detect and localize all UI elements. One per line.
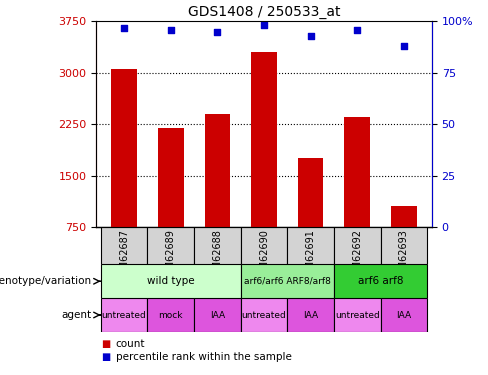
Point [167,27,175,33]
Bar [194,298,241,332]
Text: arf6/arf6 ARF8/arf8: arf6/arf6 ARF8/arf8 [244,277,331,286]
Text: ■: ■ [101,339,110,349]
Title: GDS1408 / 250533_at: GDS1408 / 250533_at [188,5,340,19]
Bar [241,298,287,332]
Bar [101,227,147,264]
Text: GSM62693: GSM62693 [399,229,409,282]
Text: GSM62688: GSM62688 [212,229,223,282]
Bar [381,298,427,332]
Point [260,22,268,28]
Text: GSM62690: GSM62690 [259,229,269,282]
Bar [334,227,381,264]
Point [307,33,315,39]
Text: GSM62687: GSM62687 [119,229,129,282]
Bar [101,264,241,298]
Bar [241,264,334,298]
Bar [334,298,381,332]
Text: untreated: untreated [335,310,380,320]
Text: untreated: untreated [242,310,286,320]
Bar [147,298,194,332]
Point [353,27,361,33]
Bar [194,227,241,264]
Bar [101,298,147,332]
Text: IAA: IAA [303,310,318,320]
Text: percentile rank within the sample: percentile rank within the sample [116,352,291,362]
Text: IAA: IAA [396,310,411,320]
Text: GSM62691: GSM62691 [305,229,316,282]
Text: ■: ■ [101,352,110,362]
Text: count: count [116,339,145,349]
Text: GSM62692: GSM62692 [352,229,362,282]
Bar [287,227,334,264]
Bar [381,227,427,264]
Bar [158,128,183,227]
Bar [334,264,427,298]
Text: mock: mock [159,310,183,320]
Text: genotype/variation: genotype/variation [0,276,91,286]
Bar [391,206,417,227]
Bar [204,114,230,227]
Text: wild type: wild type [147,276,195,286]
Bar [287,298,334,332]
Bar [241,227,287,264]
Point [213,28,221,34]
Bar [251,52,277,227]
Text: IAA: IAA [210,310,225,320]
Bar [111,69,137,227]
Bar [147,227,194,264]
Text: arf6 arf8: arf6 arf8 [358,276,404,286]
Text: agent: agent [61,310,91,320]
Text: untreated: untreated [102,310,146,320]
Bar [298,158,324,227]
Point [120,24,128,30]
Point [400,43,408,49]
Bar [345,117,370,227]
Text: GSM62689: GSM62689 [166,229,176,282]
